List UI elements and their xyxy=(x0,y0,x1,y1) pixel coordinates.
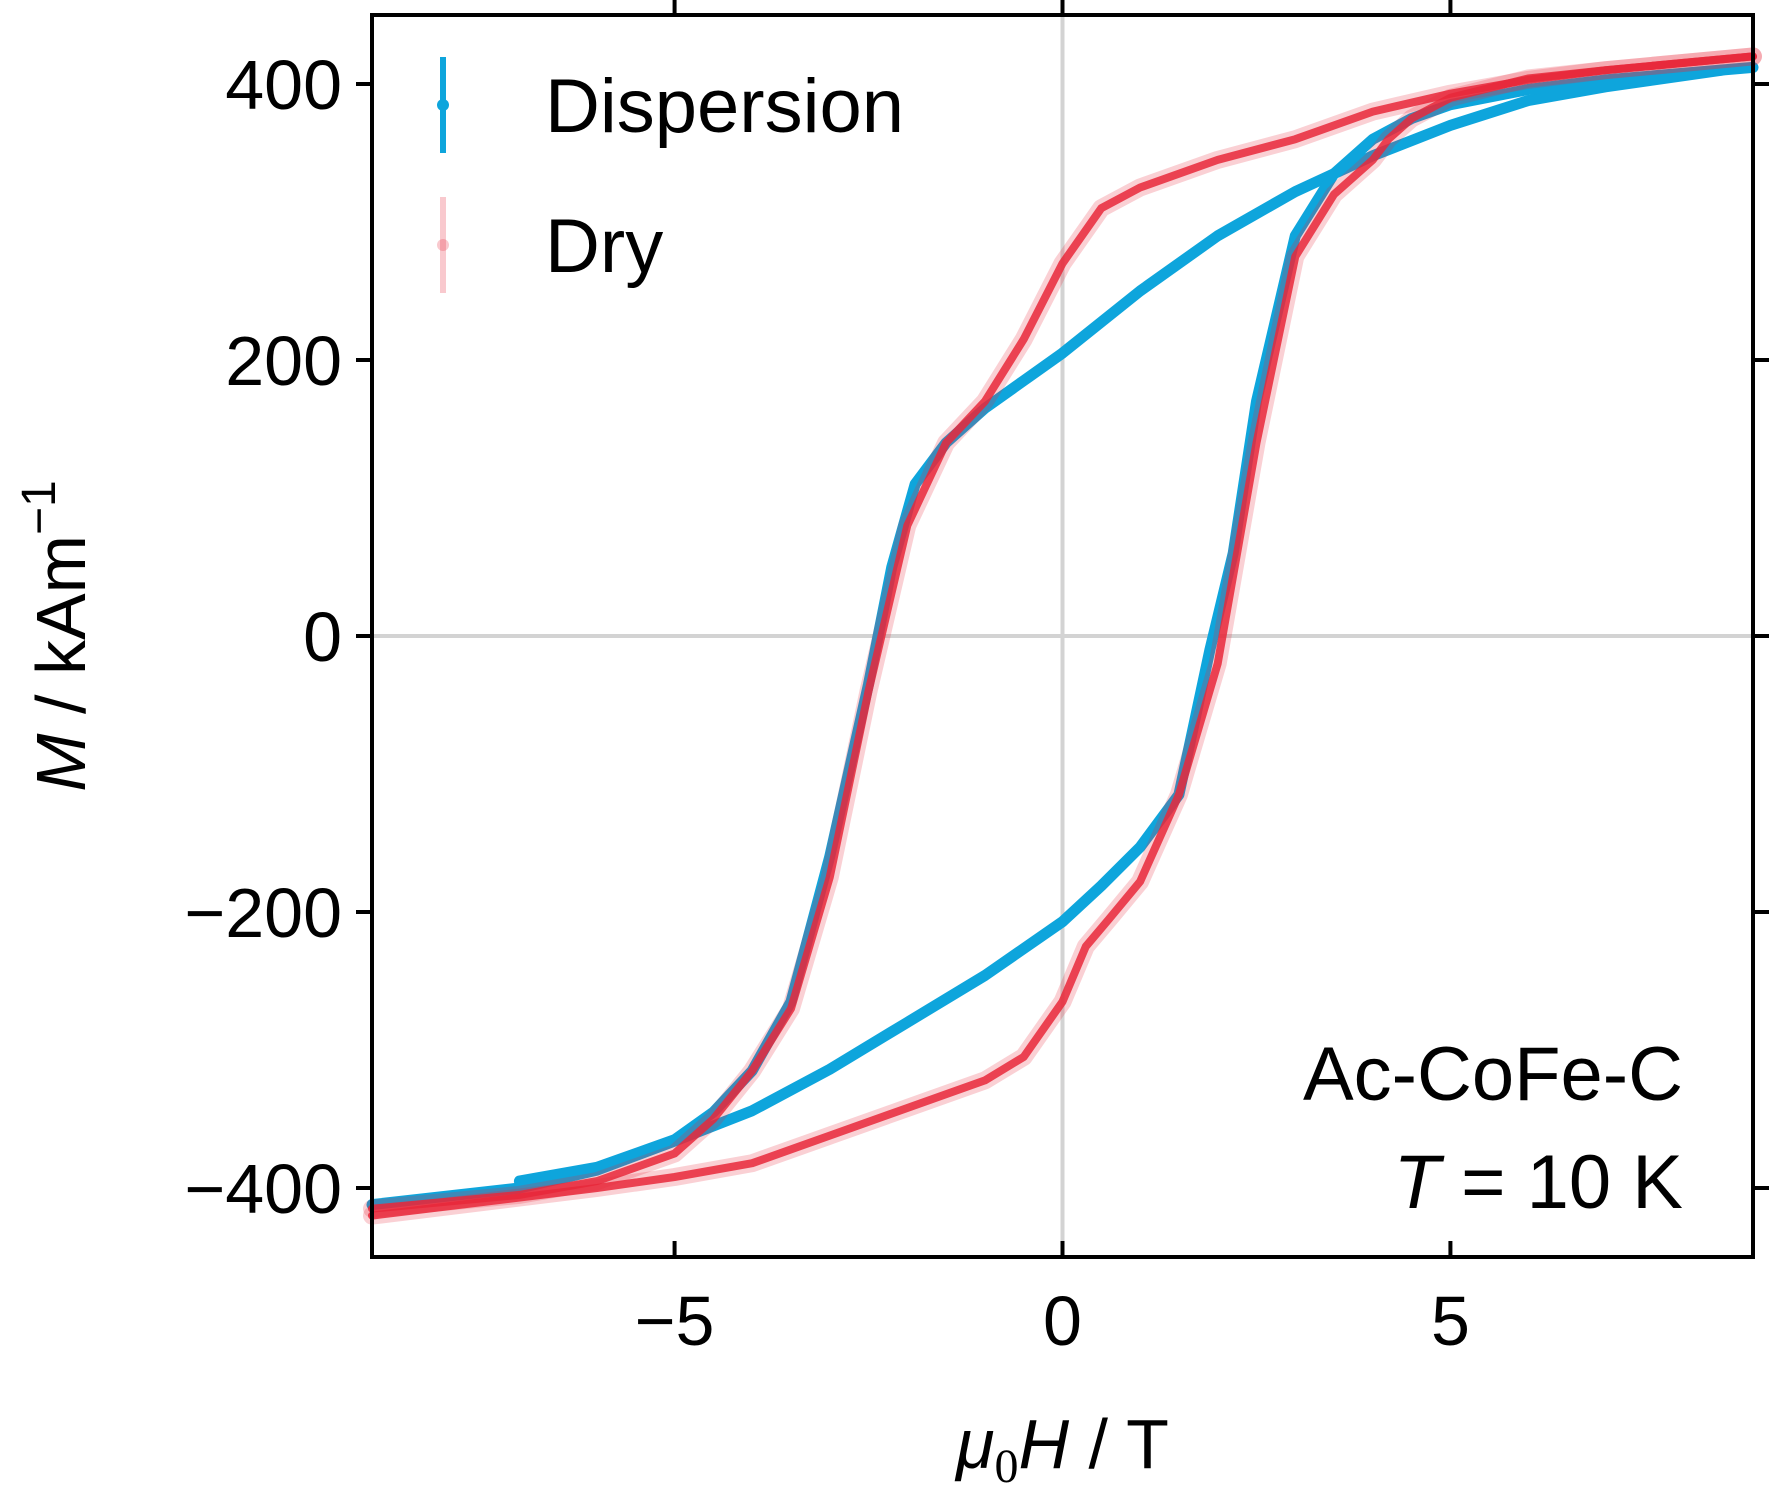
x-axis-label-sub: 0 xyxy=(994,1440,1018,1493)
y-axis-label: M / kAm−1 xyxy=(13,480,100,791)
legend-marker-dispersion xyxy=(437,57,449,153)
legend-marker-dry xyxy=(437,197,449,293)
legend-label-dry: Dry xyxy=(545,204,663,289)
legend-dot xyxy=(437,99,449,111)
sample-annotation: Ac-CoFe-C T = 10 K xyxy=(1303,1032,1683,1225)
y-axis-label-sup: −1 xyxy=(13,480,66,535)
axis-ticks: −5 0 5 −400 −200 0 200 400 xyxy=(184,0,1769,1360)
y-tick-label: −400 xyxy=(184,1150,342,1228)
x-tick-label: 0 xyxy=(1043,1282,1082,1360)
y-tick-label: 400 xyxy=(225,46,342,124)
x-axis-label: μ0H / T xyxy=(954,1405,1169,1493)
legend-label-dispersion: Dispersion xyxy=(545,64,904,149)
series-layer xyxy=(363,47,1762,1225)
x-tick-label: 5 xyxy=(1431,1282,1470,1360)
legend: Dispersion Dry xyxy=(437,57,904,293)
x-tick-label: −5 xyxy=(635,1282,715,1360)
series-dry-lower-branch xyxy=(368,52,1757,1220)
y-tick-label: −200 xyxy=(184,874,342,952)
series-dry-upper-branch xyxy=(368,52,1757,1213)
zero-gridlines xyxy=(372,15,1753,1257)
y-axis-label-sep: / xyxy=(22,675,100,733)
legend-dot xyxy=(437,239,449,251)
x-axis-label-mu: μ xyxy=(954,1405,994,1483)
y-tick-label: 200 xyxy=(225,322,342,400)
y-axis-label-var: M xyxy=(22,733,100,792)
x-axis-label-unit: T xyxy=(1126,1405,1169,1483)
series-dry xyxy=(363,47,1762,1225)
annotation-temperature-value: = 10 K xyxy=(1440,1140,1683,1225)
y-axis-label-unit: kAm xyxy=(22,535,100,675)
annotation-sample-name: Ac-CoFe-C xyxy=(1303,1032,1683,1117)
x-axis-label-sep: / xyxy=(1069,1405,1126,1483)
annotation-temperature: T = 10 K xyxy=(1394,1140,1683,1225)
series-dispersion-upper-branch xyxy=(513,64,1728,1187)
annotation-temperature-var: T xyxy=(1394,1140,1445,1225)
x-axis-label-var: H xyxy=(1018,1405,1069,1483)
y-tick-label: 0 xyxy=(303,598,342,676)
